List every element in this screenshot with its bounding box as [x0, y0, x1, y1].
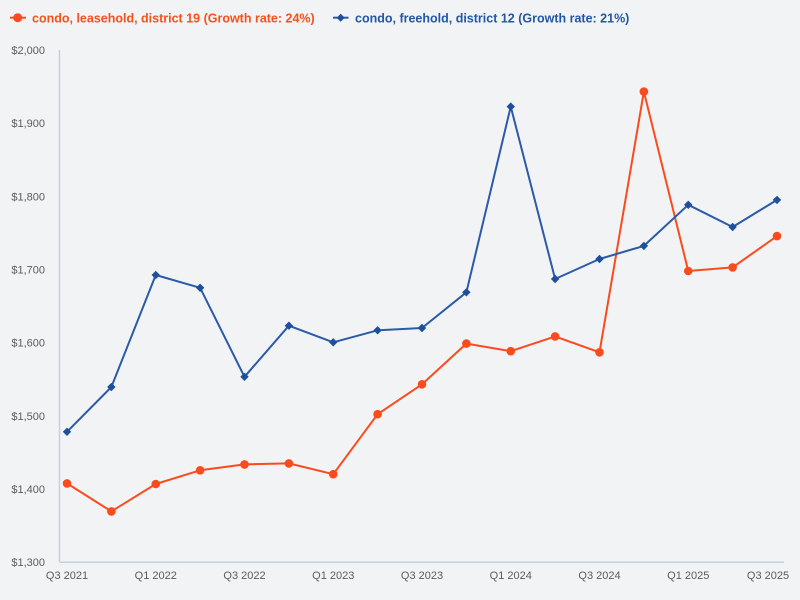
svg-text:Q1 2024: Q1 2024 [490, 570, 532, 582]
svg-text:$2,000: $2,000 [11, 45, 45, 57]
svg-text:Q3 2025: Q3 2025 [747, 570, 789, 582]
svg-text:Q1 2025: Q1 2025 [667, 570, 709, 582]
svg-text:$1,400: $1,400 [11, 484, 45, 496]
svg-text:condo, leasehold, district 19: condo, leasehold, district 19 (Growth ra… [32, 12, 315, 26]
svg-text:Q3 2022: Q3 2022 [223, 570, 265, 582]
svg-text:Q3 2024: Q3 2024 [578, 570, 620, 582]
svg-text:$1,300: $1,300 [11, 557, 45, 569]
svg-text:Q3 2023: Q3 2023 [401, 570, 443, 582]
svg-text:$1,600: $1,600 [11, 338, 45, 350]
svg-text:$1,700: $1,700 [11, 265, 45, 277]
svg-text:$1,900: $1,900 [11, 118, 45, 130]
svg-text:Q3 2021: Q3 2021 [46, 570, 88, 582]
svg-text:Q1 2023: Q1 2023 [312, 570, 354, 582]
svg-text:$1,500: $1,500 [11, 411, 45, 423]
svg-text:condo, freehold, district 12 (: condo, freehold, district 12 (Growth rat… [355, 12, 629, 26]
svg-text:Q1 2022: Q1 2022 [135, 570, 177, 582]
svg-text:$1,800: $1,800 [11, 191, 45, 203]
